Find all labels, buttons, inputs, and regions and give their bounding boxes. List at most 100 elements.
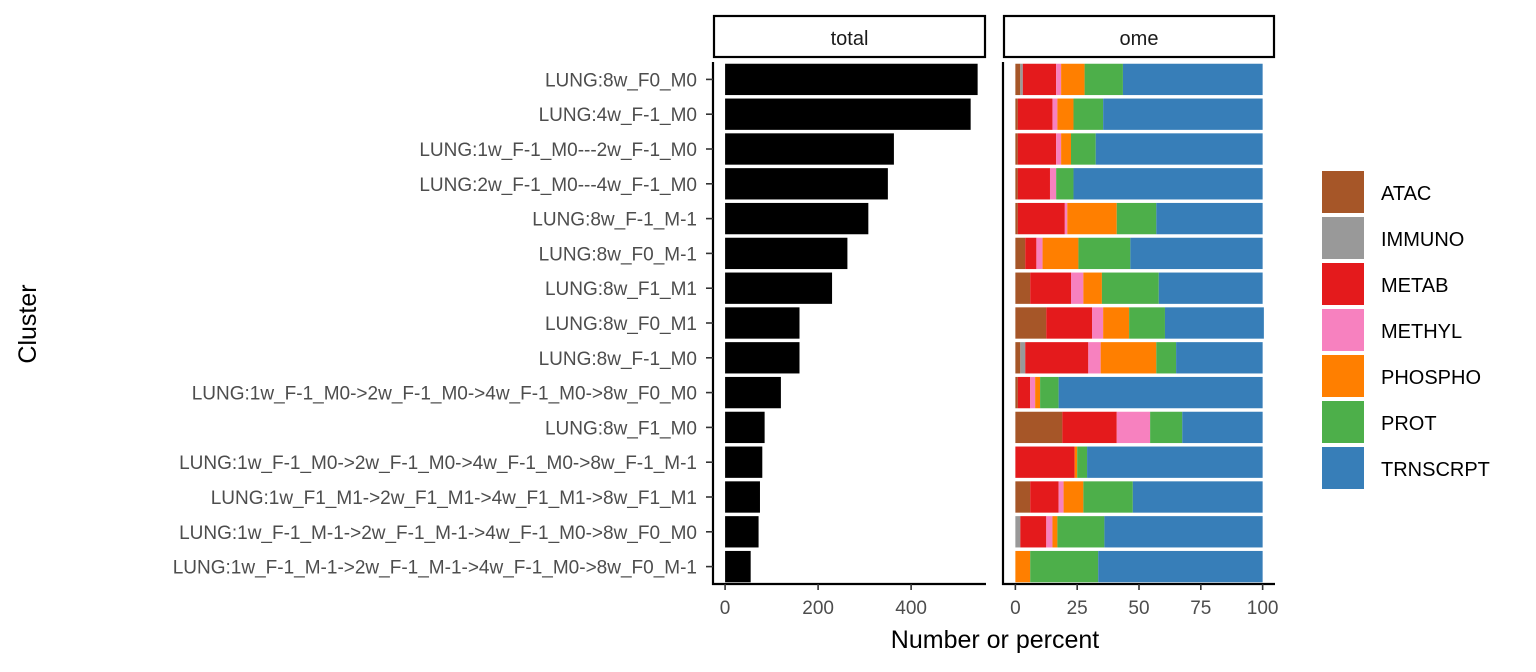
bar-segment-phospho: [1067, 202, 1117, 235]
x-tick-label: 0: [720, 598, 731, 619]
bar-segment-metab: [1030, 481, 1059, 513]
cluster-label: LUNG:1w_F-1_M-1->2w_F-1_M-1->4w_F-1_M0->…: [173, 558, 697, 579]
cluster-label: LUNG:4w_F-1_M0: [539, 105, 697, 126]
panel-ome: ome 0 25 50 75 100: [1001, 14, 1278, 619]
bar-segment-phospho: [1061, 133, 1071, 165]
bar: [725, 342, 800, 374]
bar: [725, 550, 751, 583]
x-tick-label: 25: [1067, 598, 1088, 619]
bar-segment-atac: [1015, 202, 1018, 235]
bar: [725, 133, 894, 165]
bar-segment-atac: [1015, 307, 1047, 339]
bar-segment-atac: [1015, 98, 1018, 130]
strip-box: [1002, 14, 1276, 59]
bar-segment-methyl: [1116, 411, 1151, 444]
bar-segment-trnscrpt: [1130, 237, 1263, 270]
bar-segment-metab: [1017, 98, 1053, 130]
bar-segment-methyl: [1052, 98, 1058, 130]
bar-segment-atac: [1015, 272, 1031, 304]
x-tick-label: 200: [802, 598, 834, 619]
bar-segment-metab: [1025, 237, 1037, 270]
bar-segment-methyl: [1088, 342, 1101, 374]
bar-segment-trnscrpt: [1098, 550, 1263, 583]
x-axis-title: Number or percent: [891, 626, 1099, 654]
bar-segment-metab: [1025, 342, 1089, 374]
legend-swatch-prot: [1322, 401, 1364, 443]
bar-segment-phospho: [1100, 342, 1157, 374]
bar: [725, 446, 763, 478]
legend-label: METAB: [1381, 275, 1448, 297]
bar-segment-atac: [1015, 133, 1018, 165]
bar-segment-atac: [1015, 63, 1021, 96]
bar-segment-methyl: [1046, 516, 1053, 548]
bar-segment-metab: [1015, 446, 1075, 478]
bar-segment-prot: [1056, 168, 1074, 200]
bar-segment-prot: [1078, 237, 1131, 270]
bar-segment-metab: [1020, 516, 1047, 548]
bar-segment-phospho: [1074, 446, 1078, 478]
cluster-labels: LUNG:8w_F0_M0 LUNG:4w_F-1_M0 LUNG:1w_F-1_M…: [173, 70, 697, 578]
bar-segment-atac: [1015, 411, 1063, 444]
bar-segment-atac: [1015, 168, 1018, 200]
bar-segment-metab: [1046, 307, 1093, 339]
cluster-label: LUNG:8w_F0_M-1: [539, 244, 697, 265]
bar: [725, 63, 978, 96]
bar: [725, 307, 800, 339]
bar-segment-prot: [1156, 342, 1177, 374]
bar-segment-methyl: [1064, 202, 1068, 235]
cluster-label: LUNG:2w_F-1_M0---4w_F-1_M0: [419, 175, 697, 196]
bar-segment-prot: [1030, 550, 1099, 583]
strip-box: [712, 14, 987, 59]
bar-segment-prot: [1083, 481, 1133, 513]
legend-swatch-metab: [1322, 263, 1364, 305]
bar-segment-prot: [1129, 307, 1165, 339]
bar-segment-immuno: [1020, 342, 1026, 374]
bar-segment-phospho: [1035, 376, 1041, 409]
bar-segment-trnscrpt: [1132, 481, 1263, 513]
bar: [725, 376, 781, 409]
bar-segment-methyl: [1092, 307, 1104, 339]
bar-segment-methyl: [1071, 272, 1084, 304]
legend-label: IMMUNO: [1381, 229, 1464, 251]
bar-segment-trnscrpt: [1104, 516, 1263, 548]
bar-segment-phospho: [1063, 481, 1084, 513]
bar-segment-trnscrpt: [1176, 342, 1263, 374]
bar: [725, 411, 765, 444]
bar-segment-metab: [1017, 133, 1057, 165]
cluster-label: LUNG:1w_F1_M1->2w_F1_M1->4w_F1_M1->8w_F1…: [211, 488, 697, 509]
cluster-label: LUNG:1w_F-1_M0->2w_F-1_M0->4w_F-1_M0->8w…: [192, 384, 697, 405]
bar-segment-prot: [1150, 411, 1183, 444]
cluster-label: LUNG:1w_F-1_M0---2w_F-1_M0: [419, 140, 697, 161]
x-tick-label: 75: [1190, 598, 1211, 619]
cluster-label: LUNG:1w_F-1_M-1->2w_F-1_M-1->4w_F-1_M0->…: [179, 523, 697, 544]
bar-segment-phospho: [1057, 98, 1074, 130]
x-tick-label: 50: [1128, 598, 1149, 619]
bar-segment-atac: [1015, 342, 1021, 374]
bar-segment-phospho: [1042, 237, 1079, 270]
bar-segment-atac: [1015, 376, 1018, 409]
bar: [725, 237, 848, 270]
bar-segment-trnscrpt: [1103, 98, 1263, 130]
bar-segment-prot: [1101, 272, 1159, 304]
cluster-label: LUNG:8w_F1_M1: [545, 279, 697, 300]
bar-segment-immuno: [1020, 63, 1023, 96]
x-tick-label: 400: [895, 598, 927, 619]
legend-label: TRNSCRPT: [1381, 459, 1490, 481]
bar-segment-metab: [1022, 63, 1057, 96]
strip-label: ome: [1120, 28, 1159, 50]
bar-segment-atac: [1015, 237, 1026, 270]
bar-segment-phospho: [1052, 516, 1058, 548]
bar: [725, 168, 888, 200]
bar: [725, 272, 833, 304]
bar-segment-atac: [1015, 481, 1031, 513]
bar-segment-trnscrpt: [1158, 272, 1263, 304]
bar-segment-methyl: [1030, 376, 1036, 409]
bar-segment-trnscrpt: [1156, 202, 1263, 235]
bar-segment-prot: [1077, 446, 1088, 478]
legend-swatch-atac: [1322, 171, 1364, 213]
bar-segment-trnscrpt: [1164, 307, 1264, 339]
bar-segment-phospho: [1103, 307, 1130, 339]
legend-swatch-immuno: [1322, 217, 1364, 259]
cluster-label: LUNG:8w_F-1_M-1: [532, 210, 697, 231]
